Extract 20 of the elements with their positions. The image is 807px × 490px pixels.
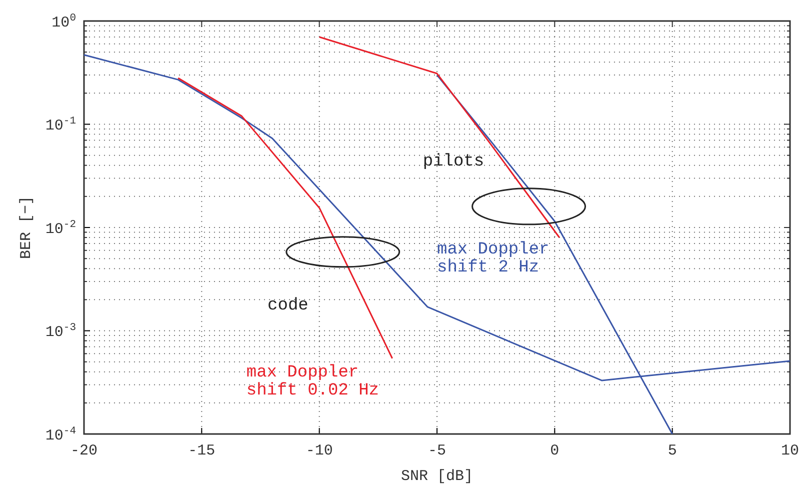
x-tick-label: 0 [550,442,560,460]
x-axis-title: SNR [dB] [400,468,474,485]
y-tick-label: 10$^{-1}$ [45,116,76,134]
x-tick-label: 10 [780,442,800,460]
x-tick-label: -15 [188,442,216,460]
y-tick-label: 10$^{-3}$ [45,322,76,341]
series-label: max Doppler shift 2 Hz [437,240,550,278]
x-tick-label: -5 [428,442,446,460]
x-tick-label: -20 [70,442,98,460]
series-label: max Doppler shift 0.02 Hz [246,364,380,400]
y-tick-label: 10$^{-2}$ [45,218,76,238]
y-axis-title: BER [−] [18,196,35,260]
y-tick-label: 10$^{-4}$ [45,425,76,444]
x-tick-label: -10 [306,442,333,460]
line-series [318,36,560,238]
annotation: pilots [422,152,484,172]
annotation: code [268,296,308,316]
x-tick-label: 5 [668,442,677,460]
line-series [177,77,394,360]
y-tick-label: 10$^{0}$ [52,12,76,32]
